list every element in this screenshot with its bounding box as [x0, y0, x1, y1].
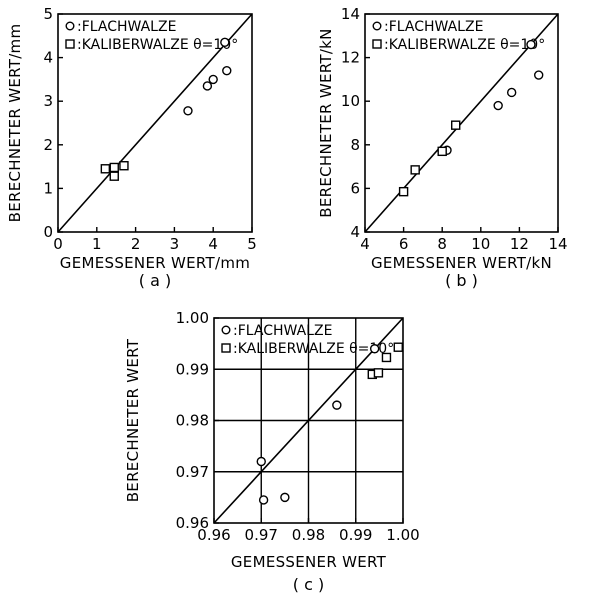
x-tick-label: 10 [471, 235, 490, 253]
x-axis-label: GEMESSENER WERT/kN [371, 254, 552, 272]
y-tick-label: 12 [341, 49, 360, 67]
x-tick-label: 3 [170, 235, 180, 253]
data-point-circle [280, 492, 290, 503]
y-tick-label: 1.00 [176, 309, 209, 327]
data-point-circle [208, 74, 218, 85]
y-tick-label: 10 [341, 92, 360, 110]
x-tick-label: 0.96 [197, 526, 230, 544]
diagonal-line [57, 13, 253, 233]
data-point-circle [256, 456, 266, 467]
y-tick-label: 3 [43, 92, 53, 110]
data-point-square [373, 368, 384, 378]
x-tick-label: 12 [510, 235, 529, 253]
data-point-square [398, 186, 409, 197]
data-point-square [437, 146, 447, 157]
legend-square-marker [221, 343, 231, 353]
data-point-circle [202, 81, 213, 91]
data-point-square [109, 171, 119, 181]
data-point-circle [506, 87, 517, 98]
y-tick-label: 0.96 [176, 514, 209, 532]
data-point-square [119, 161, 129, 171]
legend-circle-marker [65, 21, 75, 31]
legend-circle-marker [221, 325, 231, 335]
legend-label: :FLACHWALZE [77, 19, 176, 35]
x-axis-label: GEMESSENER WERT/mm [60, 254, 250, 272]
legend-label: :KALIBERWALZE θ=10° [77, 37, 238, 53]
y-tick-label: 2 [43, 136, 53, 154]
y-axis-label: BERECHNETER WERT/mm [6, 24, 24, 223]
legend-label: :KALIBERWALZE θ=10° [233, 341, 394, 357]
y-tick-label: 0.97 [176, 463, 209, 481]
x-tick-label: 6 [399, 235, 409, 253]
legend-square-marker [65, 39, 75, 49]
y-axis-label: BERECHNETER WERT [124, 338, 142, 502]
y-tick-label: 0 [43, 223, 53, 241]
y-tick-label: 5 [43, 5, 53, 23]
data-point-circle [526, 39, 536, 50]
y-tick-label: 0.98 [176, 412, 209, 430]
y-tick-label: 1 [43, 179, 53, 197]
diagonal-line [364, 13, 559, 233]
y-axis-label: BERECHNETER WERT/kN [317, 28, 335, 217]
plot-frame [57, 13, 253, 233]
data-point-circle [220, 37, 230, 48]
x-tick-label: 2 [131, 235, 141, 253]
x-axis-label: GEMESSENER WERT [231, 553, 387, 571]
data-point-circle [369, 344, 380, 354]
y-tick-label: 0.99 [176, 360, 209, 378]
legend-circle-marker [372, 21, 382, 31]
y-tick-label: 6 [350, 179, 360, 197]
x-tick-label: 8 [437, 235, 447, 253]
legend-label: :FLACHWALZE [384, 19, 483, 35]
x-tick-label: 0.99 [339, 526, 372, 544]
x-tick-label: 4 [208, 235, 218, 253]
chart-caption: ( a ) [139, 271, 171, 290]
data-point-square [393, 342, 403, 352]
y-tick-label: 4 [350, 223, 360, 241]
data-point-circle [222, 65, 232, 76]
data-point-square [109, 162, 119, 173]
data-point-square [381, 352, 392, 363]
data-point-circle [534, 70, 544, 80]
x-tick-label: 1.00 [386, 526, 419, 544]
y-tick-label: 14 [341, 5, 360, 23]
data-point-square [100, 164, 111, 174]
chart-caption: ( b ) [445, 271, 478, 290]
plot-frame [364, 13, 559, 233]
legend-square-marker [372, 39, 382, 49]
x-tick-label: 4 [360, 235, 370, 253]
data-point-square [410, 165, 420, 175]
data-point-circle [183, 106, 193, 116]
legend-label: :FLACHWALZE [233, 323, 332, 339]
x-tick-label: 14 [548, 235, 567, 253]
data-point-circle [258, 495, 269, 505]
data-point-circle [493, 100, 503, 111]
data-point-square [451, 120, 461, 130]
x-tick-label: 0.98 [292, 526, 325, 544]
x-tick-label: 5 [247, 235, 257, 253]
x-tick-label: 0 [53, 235, 63, 253]
legend-label: :KALIBERWALZE θ=10° [384, 37, 545, 53]
chart-c: 0.96 0.97 0.98 0.99 1.00 0.96 0.97 0.98 0.99 1.00… [124, 309, 420, 594]
y-tick-label: 4 [43, 49, 53, 67]
y-tick-label: 8 [350, 136, 360, 154]
chart-caption: ( c ) [293, 575, 324, 594]
data-point-circle [332, 400, 342, 410]
x-tick-label: 0.97 [245, 526, 278, 544]
x-tick-label: 1 [92, 235, 102, 253]
